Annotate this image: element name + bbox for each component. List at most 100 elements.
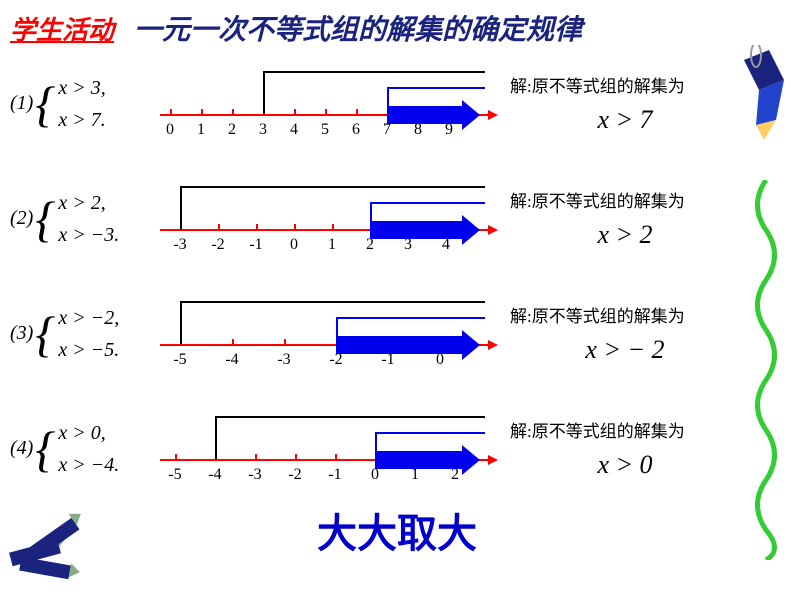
bracket-line [180,186,182,229]
blue-bracket [370,202,485,204]
eq2: x > −4. [58,449,119,481]
tick-label: -1 [249,236,262,254]
solution: 解:原不等式组的解集为 x > 0 [500,417,740,480]
tick-label: 0 [290,236,298,254]
solution-arrow [387,106,465,124]
eq1: x > 2, [58,187,119,219]
problem-row: (1){x > 3,x > 7.0123456789解:原不等式组的解集为x >… [10,56,784,151]
solution-arrow [375,451,465,469]
eq1: x > −2, [58,302,119,334]
tick-label: 1 [328,236,336,254]
bracket-line [263,71,265,114]
tick [294,109,296,116]
tick-label: -3 [173,236,186,254]
tick [201,109,203,116]
tick-label: -5 [168,466,181,484]
bracket-line [180,301,182,344]
tick-label: -5 [173,351,186,369]
tick [284,339,286,346]
tick [332,224,334,231]
solution-arrow [336,336,465,354]
tick-label: 3 [259,121,267,139]
solution: 解:原不等式组的解集为 x > 2 [500,187,740,250]
problem-statement: (3){x > −2,x > −5. [10,302,150,366]
number-line: -3-2-101234 [150,174,500,264]
solution-text: 解:原不等式组的解集为 [510,302,740,327]
problem-row: (2){x > 2,x > −3.-3-2-101234解:原不等式组的解集为x… [10,171,784,266]
solution-formula: x > 7 [510,105,740,135]
bracket-line [180,301,485,303]
number-line: 0123456789 [150,59,500,149]
bracket-line [215,416,217,459]
tick-label: 4 [290,121,298,139]
tick [256,224,258,231]
tick [218,224,220,231]
problem-statement: (2){x > 2,x > −3. [10,187,150,251]
solution-formula: x > 0 [510,450,740,480]
tick-label: 2 [228,121,236,139]
tick [294,224,296,231]
tick [325,109,327,116]
equations: x > 3,x > 7. [58,72,105,136]
conclusion-text: 大大取大 [0,501,794,559]
solution: 解:原不等式组的解集为 x > − 2 [500,302,740,365]
number-line: -5-4-3-2-10 [150,289,500,379]
problem-number: (2) [10,207,33,230]
tick-label: -3 [277,351,290,369]
tick-label: -2 [211,236,224,254]
solution-formula: x > 2 [510,220,740,250]
brace-icon: { [35,314,55,354]
solution-text: 解:原不等式组的解集为 [510,417,740,442]
activity-label: 学生活动 [10,10,114,47]
equations: x > 0,x > −4. [58,417,119,481]
tick-label: 1 [197,121,205,139]
tick-label: 6 [352,121,360,139]
tick-label: -4 [208,466,221,484]
tick-label: 5 [321,121,329,139]
tick [335,454,337,461]
bracket-line [215,416,485,418]
crayons-icon [5,511,115,591]
problem-number: (1) [10,92,33,115]
problem-row: (3){x > −2,x > −5.-5-4-3-2-10解:原不等式组的解集为… [10,286,784,381]
problem-row: (4){x > 0,x > −4.-5-4-3-2-1012解:原不等式组的解集… [10,401,784,496]
tick [170,109,172,116]
problem-statement: (4){x > 0,x > −4. [10,417,150,481]
tick [232,109,234,116]
equations: x > 2,x > −3. [58,187,119,251]
blue-bracket [375,432,485,434]
content: (1){x > 3,x > 7.0123456789解:原不等式组的解集为x >… [0,56,794,496]
tick [255,454,257,461]
problem-number: (4) [10,437,33,460]
brace-icon: { [35,84,55,124]
page-title: 一元一次不等式组的解集的确定规律 [134,8,582,48]
solution: 解:原不等式组的解集为x > 7 [500,72,740,135]
problem-statement: (1){x > 3,x > 7. [10,72,150,136]
tick [356,109,358,116]
blue-bracket [387,87,485,89]
solution-formula: x > − 2 [510,335,740,365]
tick-label: -3 [248,466,261,484]
blue-bracket [336,317,485,319]
brace-icon: { [35,429,55,469]
tick-label: 0 [166,121,174,139]
tick-label: -2 [288,466,301,484]
solution-arrow [370,221,465,239]
eq2: x > −5. [58,334,119,366]
tick-label: -4 [225,351,238,369]
tick [232,339,234,346]
header: 学生活动 一元一次不等式组的解集的确定规律 [0,0,794,56]
solution-text: 解:原不等式组的解集为 [510,187,740,212]
pencil-icon [734,45,789,145]
bracket-line [180,186,485,188]
eq1: x > 3, [58,72,105,104]
eq2: x > 7. [58,104,105,136]
eq1: x > 0, [58,417,119,449]
problem-number: (3) [10,322,33,345]
tick [295,454,297,461]
brace-icon: { [35,199,55,239]
wave-icon [749,180,784,560]
tick-label: -1 [328,466,341,484]
bracket-line [263,71,485,73]
tick [175,454,177,461]
